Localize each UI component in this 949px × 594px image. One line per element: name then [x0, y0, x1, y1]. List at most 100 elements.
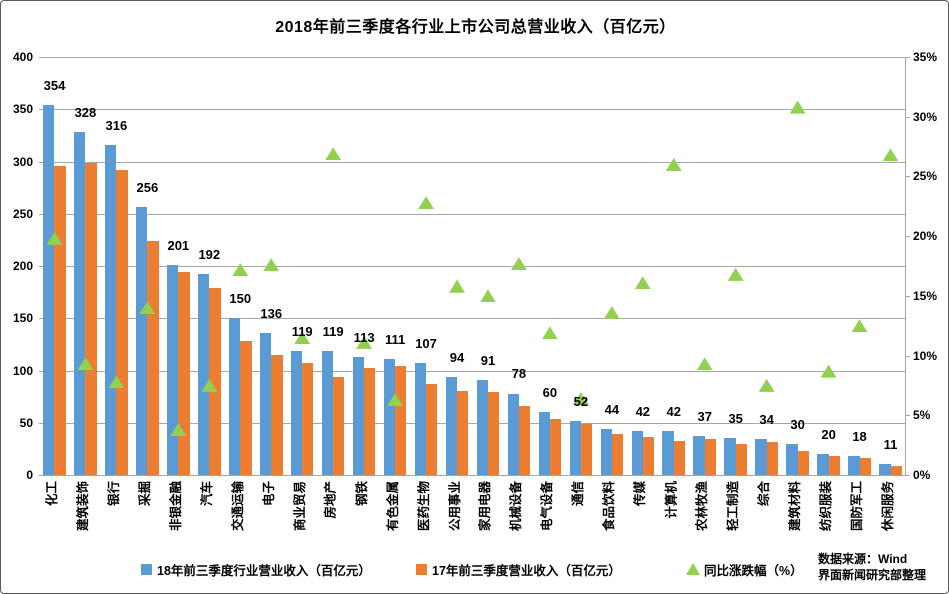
value-label-钢铁: 113 — [353, 329, 375, 345]
value-label-农林牧渔: 37 — [697, 409, 712, 425]
bar-18-纺织服装 — [817, 454, 829, 475]
chart-title: 2018年前三季度各行业上市公司总营业收入（百亿元） — [275, 19, 676, 36]
triangle-marker-机械设备 — [510, 257, 527, 271]
bar-18-计算机 — [662, 431, 674, 475]
left-axis-tick-250: 250 — [12, 206, 33, 221]
bar-17-交通运输 — [240, 341, 252, 475]
category-label-农林牧渔: 农林牧渔 — [695, 481, 710, 532]
category-label-商业贸易: 商业贸易 — [292, 481, 307, 532]
right-axis-tickmark-25% — [905, 176, 910, 178]
bar-18-汽车 — [198, 274, 210, 475]
bar-17-建筑材料 — [797, 450, 809, 475]
bar-18-农林牧渔 — [693, 436, 705, 475]
category-label-食品饮料: 食品饮料 — [602, 481, 617, 532]
left-axis-tick-50: 50 — [19, 415, 33, 430]
bar-18-房地产 — [321, 350, 334, 475]
triangle-marker-休闲服务 — [882, 148, 899, 162]
bar-17-商业贸易 — [302, 363, 314, 475]
bar-18-电子 — [259, 332, 272, 475]
bar-17-医药生物 — [426, 384, 438, 475]
bar-18-电气设备 — [538, 412, 550, 475]
category-label-公用事业: 公用事业 — [447, 481, 462, 532]
bar-17-休闲服务 — [890, 465, 902, 475]
value-label-轻工制造: 35 — [728, 411, 743, 427]
left-axis-tick-100: 100 — [12, 363, 33, 378]
value-label-纺织服装: 20 — [821, 427, 836, 443]
legend-item-2018: 18年前三季度行业营业收入（百亿元） — [141, 561, 371, 578]
category-label-有色金属: 有色金属 — [385, 481, 400, 532]
triangle-marker-医药生物 — [418, 196, 435, 210]
triangle-marker-轻工制造 — [727, 267, 744, 281]
bar-17-综合 — [766, 441, 778, 475]
category-label-机械设备: 机械设备 — [509, 481, 524, 532]
triangle-marker-国防军工 — [851, 319, 868, 333]
right-axis-tick-20%: 20% — [913, 229, 938, 244]
legend-label-pct: 同比涨跌幅（%） — [704, 563, 803, 578]
category-label-纺织服装: 纺织服装 — [819, 481, 834, 532]
legend-label-2017: 17年前三季度营业收入（百亿元） — [432, 563, 621, 578]
gridline-150 — [39, 318, 906, 320]
left-axis-tick-400: 400 — [12, 50, 33, 64]
category-label-电气设备: 电气设备 — [540, 481, 555, 532]
bar-17-公用事业 — [457, 391, 469, 475]
category-label-医药生物: 医药生物 — [416, 481, 431, 532]
bar-17-电气设备 — [549, 418, 562, 475]
triangle-marker-计算机 — [665, 157, 682, 171]
bar-18-医药生物 — [414, 363, 427, 475]
value-label-电子: 136 — [260, 305, 283, 321]
triangle-marker-房地产 — [325, 147, 342, 161]
category-label-家用电器: 家用电器 — [478, 481, 493, 532]
bar-17-银行 — [116, 169, 128, 475]
bar-18-机械设备 — [507, 393, 519, 475]
bar-17-家用电器 — [487, 392, 500, 475]
category-label-采掘: 采掘 — [137, 481, 152, 507]
legend-item-2017: 17年前三季度营业收入（百亿元） — [416, 561, 621, 578]
bar-17-通信 — [580, 423, 593, 475]
bar-17-建筑装饰 — [85, 162, 97, 475]
bar-17-电子 — [271, 354, 283, 475]
value-label-公用事业: 94 — [449, 349, 465, 365]
value-label-家用电器: 91 — [480, 352, 496, 368]
category-label-国防军工: 国防军工 — [850, 481, 865, 532]
left-axis-tick-150: 150 — [12, 311, 33, 326]
value-label-电气设备: 60 — [542, 385, 558, 401]
bar-18-家用电器 — [476, 379, 488, 475]
bar-18-采掘 — [136, 207, 148, 475]
bar-17-有色金属 — [395, 366, 407, 475]
bar-17-传媒 — [642, 437, 655, 475]
right-axis-tick-30%: 30% — [913, 109, 938, 124]
category-label-建筑材料: 建筑材料 — [788, 481, 803, 532]
value-label-有色金属: 111 — [384, 332, 406, 347]
category-label-化工: 化工 — [44, 481, 59, 507]
bar-18-综合 — [755, 439, 767, 475]
value-label-通信: 52 — [573, 393, 589, 409]
bar-18-建筑装饰 — [74, 132, 86, 475]
bar-18-交通运输 — [228, 318, 241, 475]
plot-area: 354 328 316 256 201 192 150 136 119 119 113 111 107 9… — [39, 57, 906, 476]
gridline-400 — [39, 57, 906, 58]
gridline-0 — [39, 475, 906, 476]
category-label-传媒: 传媒 — [633, 481, 648, 507]
value-label-休闲服务: 11 — [883, 436, 898, 452]
plot-right-border — [905, 57, 906, 475]
left-axis-tick-300: 300 — [12, 154, 33, 169]
value-label-食品饮料: 44 — [604, 402, 620, 418]
legend-triangle-pct-icon — [686, 563, 700, 575]
gridline-50 — [39, 422, 906, 424]
category-label-通信: 通信 — [571, 481, 586, 507]
value-label-银行: 316 — [105, 117, 128, 133]
bar-18-化工 — [43, 105, 55, 475]
value-label-汽车: 192 — [198, 247, 221, 263]
bar-17-机械设备 — [518, 406, 531, 475]
triangle-marker-农林牧渔 — [696, 357, 713, 371]
value-label-计算机: 42 — [666, 404, 681, 420]
bar-18-轻工制造 — [724, 438, 736, 475]
category-label-计算机: 计算机 — [664, 481, 679, 519]
value-label-综合: 34 — [759, 412, 774, 428]
bar-17-计算机 — [673, 440, 686, 475]
value-label-机械设备: 78 — [511, 366, 527, 382]
bar-17-国防军工 — [859, 458, 871, 475]
bar-17-纺织服装 — [828, 456, 840, 475]
legend-item-pct: 同比涨跌幅（%） — [686, 561, 803, 578]
